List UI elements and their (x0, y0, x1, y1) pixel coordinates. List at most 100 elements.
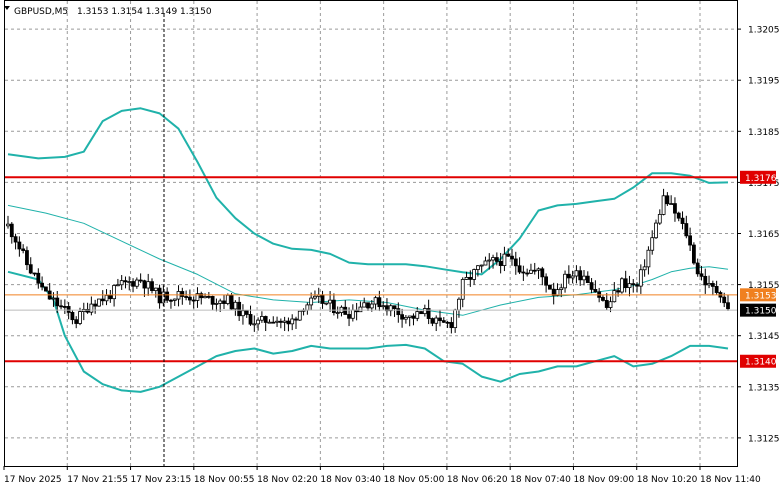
candle-up (313, 295, 317, 299)
candle-down (411, 315, 416, 319)
symbol-label: GBPUSD,M5 (14, 7, 68, 17)
candle-down (623, 278, 628, 289)
x-tick-label: 17 Nov 21:55 (67, 475, 128, 485)
candle-down (521, 271, 526, 274)
candle-down (635, 284, 639, 287)
candle-up (305, 304, 310, 311)
candle-down (676, 212, 681, 219)
candle-down (506, 253, 511, 257)
symbol-menu-icon[interactable] (4, 6, 10, 10)
price-tags: 1.3176 1.3140 1.3153 1.3150 (740, 170, 777, 368)
candle-down (688, 235, 693, 246)
candle-up (381, 305, 386, 308)
candle-down (347, 314, 351, 319)
candle-up (422, 308, 427, 315)
time-axis: 17 Nov 2025 17 Nov 21:55 17 Nov 23:15 18 No… (3, 466, 761, 485)
candle-down (206, 296, 211, 298)
x-tick-label: 18 Nov 10:20 (637, 475, 698, 485)
candle-down (532, 269, 537, 272)
y-tick-label: 1.3165 (748, 230, 780, 240)
candle-down (699, 273, 704, 277)
bollinger-bands (7, 107, 729, 393)
candle-down (199, 293, 204, 299)
bid-price-tag: 1.3150 (745, 307, 777, 317)
candle-down (229, 294, 234, 310)
candle-down (43, 286, 48, 292)
candle-up (241, 310, 245, 317)
y-tick-label: 1.3155 (748, 281, 780, 291)
candle-up (282, 320, 287, 323)
candle-down (392, 305, 397, 310)
candle-down (165, 291, 170, 301)
candle-up (707, 283, 711, 286)
candle-down (36, 272, 41, 284)
candle-down (320, 294, 325, 304)
candle-up (104, 294, 109, 302)
candle-down (150, 281, 154, 292)
candle-up (350, 309, 355, 319)
candle-down (138, 279, 143, 282)
y-tick-label: 1.3125 (748, 434, 780, 444)
candle-up (115, 284, 120, 287)
candle-up (146, 281, 151, 289)
candle-down (237, 301, 242, 317)
candle-up (612, 290, 617, 303)
candle-up (574, 270, 579, 277)
candle-down (604, 300, 609, 308)
candle-down (578, 270, 583, 281)
y-tick-label: 1.3185 (748, 128, 780, 138)
candle-down (55, 297, 60, 307)
candle-down (32, 272, 37, 275)
candle-down (191, 299, 196, 302)
y-tick-label: 1.3175 (748, 179, 780, 189)
candle-down (525, 272, 530, 275)
candle-up (559, 287, 564, 290)
candle-down (100, 298, 105, 302)
candle-down (722, 296, 727, 304)
candle-down (169, 299, 173, 302)
candle-down (157, 287, 162, 304)
horizontal-levels[interactable] (5, 176, 737, 363)
candle-down (123, 280, 128, 283)
candle-down (9, 223, 14, 238)
candle-down (631, 283, 636, 286)
candle-up (536, 268, 541, 271)
candle-up (475, 265, 480, 270)
candle-down (366, 302, 370, 309)
candle-down (494, 257, 499, 262)
candle-down (703, 275, 708, 286)
x-tick-label: 18 Nov 03:40 (320, 475, 381, 485)
candle-down (665, 195, 670, 205)
candle-down (66, 306, 71, 313)
candle-down (441, 320, 446, 323)
candle-up (502, 253, 507, 266)
candle-down (680, 217, 685, 224)
x-tick-label: 18 Nov 06:20 (447, 475, 508, 485)
candle-down (25, 250, 29, 266)
candle-down (695, 262, 700, 275)
candle-up (661, 195, 666, 215)
price-axis: 1.32051.31951.31851.31751.31651.31551.31… (737, 26, 780, 444)
candle-up (627, 283, 632, 289)
candle-down (430, 318, 435, 324)
candle-up (457, 298, 461, 311)
candle-up (487, 259, 492, 262)
candle-up (161, 291, 166, 304)
candle-down (714, 286, 719, 293)
candle-down (263, 316, 268, 323)
candle-down (271, 321, 276, 324)
candle-down (385, 305, 389, 312)
x-tick-label: 17 Nov 2025 (4, 475, 62, 485)
candle-up (555, 289, 560, 296)
candle-down (513, 258, 518, 267)
candle-down (449, 322, 454, 329)
upper-band-line (7, 107, 729, 276)
candle-down (286, 320, 291, 325)
candle-down (244, 310, 249, 315)
candle-up (275, 320, 279, 323)
candle-down (438, 317, 442, 322)
y-tick-label: 1.3205 (748, 26, 780, 36)
candle-down (426, 308, 431, 319)
